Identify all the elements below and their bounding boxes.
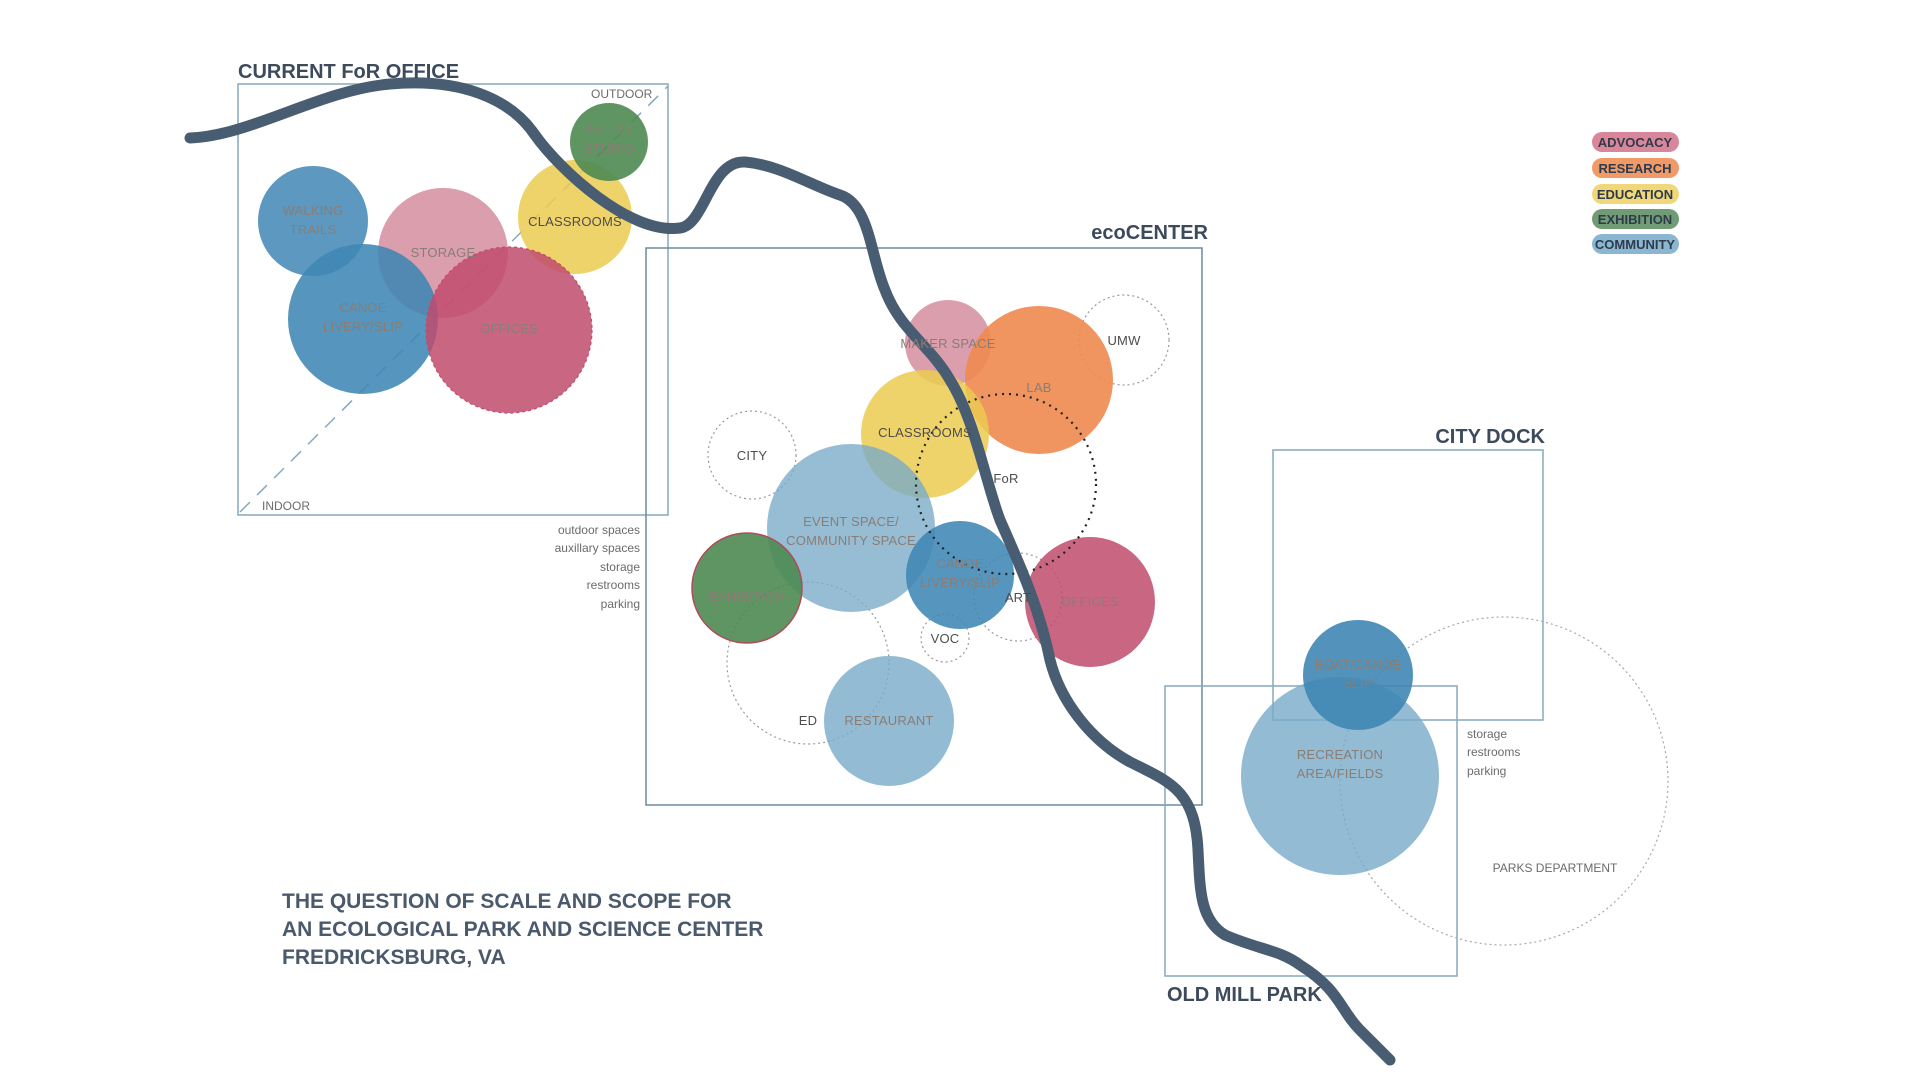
- svg-text:BOAT/CANOE: BOAT/CANOE: [1315, 657, 1401, 672]
- art-label: ART: [1005, 590, 1031, 605]
- event-space-bubble: [767, 444, 935, 612]
- city-label: CITY: [737, 448, 768, 463]
- current-office-title: CURRENT FoR OFFICE: [238, 61, 459, 83]
- legend-item-education: EDUCATION: [1592, 184, 1679, 204]
- svg-text:FREDRICKSBURG, VA: FREDRICKSBURG, VA: [282, 946, 506, 969]
- svg-text:RESEARCH: RESEARCH: [1599, 161, 1672, 176]
- artist-studio-bubble: [570, 103, 648, 181]
- legend: ADVOCACY RESEARCH EDUCATION EXHIBITION C…: [1592, 132, 1679, 254]
- legend-item-advocacy: ADVOCACY: [1592, 132, 1679, 152]
- offices-label-office: OFFICES: [480, 321, 538, 336]
- umw-label: UMW: [1107, 333, 1141, 348]
- svg-text:COMMUNITY: COMMUNITY: [1595, 237, 1675, 252]
- svg-text:RECREATION: RECREATION: [1297, 747, 1383, 762]
- canoe-livery-bubble-office: [288, 244, 438, 394]
- svg-text:CANOE: CANOE: [339, 300, 386, 315]
- svg-text:storage: storage: [1467, 727, 1507, 741]
- svg-text:LIVERY/SLIP: LIVERY/SLIP: [920, 575, 1000, 590]
- event-space-label: EVENT SPACE/ COMMUNITY SPACE: [786, 514, 916, 548]
- lab-label: LAB: [1026, 380, 1051, 395]
- caption: THE QUESTION OF SCALE AND SCOPE FOR AN E…: [282, 890, 763, 969]
- svg-text:auxillary spaces: auxillary spaces: [555, 541, 640, 555]
- outdoor-label: OUTDOOR: [591, 87, 653, 101]
- svg-text:WALKING: WALKING: [283, 203, 344, 218]
- svg-text:TRAILS: TRAILS: [290, 222, 337, 237]
- legend-item-community: COMMUNITY: [1592, 234, 1679, 254]
- park-notes: storage restrooms parking: [1467, 727, 1520, 778]
- canoe-livery-label-eco: CANOE LIVERY/SLIP: [920, 556, 1000, 590]
- classrooms-label-office: CLASSROOMS: [528, 214, 622, 229]
- exhibition-label-eco: EXHIBITION: [709, 589, 785, 604]
- ecocenter-title: ecoCENTER: [1091, 222, 1208, 244]
- ed-label: ED: [799, 713, 817, 728]
- canoe-livery-label-office: CANOE LIVERY/SLIP: [323, 300, 403, 334]
- indoor-label: INDOOR: [262, 499, 310, 513]
- svg-text:outdoor spaces: outdoor spaces: [558, 523, 640, 537]
- legend-item-research: RESEARCH: [1592, 158, 1679, 178]
- offices-bubble-eco: [1025, 537, 1155, 667]
- voc-label: VOC: [931, 631, 960, 646]
- restaurant-bubble: [824, 656, 954, 786]
- parks-department-label: PARKS DEPARTMENT: [1493, 861, 1618, 875]
- svg-text:ADVOCACY: ADVOCACY: [1598, 135, 1673, 150]
- svg-text:EDUCATION: EDUCATION: [1597, 187, 1673, 202]
- svg-text:CANOE: CANOE: [936, 556, 983, 571]
- for-bubble: [914, 392, 1098, 576]
- legend-item-exhibition: EXHIBITION: [1592, 209, 1679, 229]
- svg-text:restrooms: restrooms: [1467, 745, 1520, 759]
- boat-canoe-bubble: [1303, 620, 1413, 730]
- restaurant-label: RESTAURANT: [844, 713, 933, 728]
- classrooms-bubble-office: [518, 160, 632, 274]
- classrooms-label-eco: CLASSROOMS: [878, 425, 972, 440]
- svg-text:parking: parking: [1467, 764, 1506, 778]
- svg-text:storage: storage: [600, 560, 640, 574]
- office-notes: outdoor spaces auxillary spaces storage …: [555, 523, 641, 611]
- svg-text:SLIP: SLIP: [1344, 676, 1373, 691]
- offices-bubble-office: [425, 246, 593, 414]
- svg-text:STUDIO: STUDIO: [584, 141, 634, 156]
- recreation-label: RECREATION AREA/FIELDS: [1297, 747, 1384, 781]
- svg-text:THE QUESTION OF SCALE AND SCOP: THE QUESTION OF SCALE AND SCOPE FOR: [282, 890, 732, 913]
- svg-text:COMMUNITY SPACE: COMMUNITY SPACE: [786, 533, 916, 548]
- river-line: [184, 77, 1396, 1066]
- for-label: FoR: [993, 471, 1018, 486]
- svg-text:LIVERY/SLIP: LIVERY/SLIP: [323, 319, 403, 334]
- svg-text:EVENT SPACE/: EVENT SPACE/: [803, 514, 899, 529]
- old-mill-park-title: OLD MILL PARK: [1167, 984, 1322, 1006]
- svg-text:restrooms: restrooms: [587, 578, 640, 592]
- svg-text:AREA/FIELDS: AREA/FIELDS: [1297, 766, 1384, 781]
- artist-studio-label: ARTIST STUDIO: [584, 122, 634, 156]
- offices-label-eco: OFFICES: [1061, 594, 1119, 609]
- ecocenter-frame: [645, 247, 1203, 806]
- exhibition-bubble-eco: [691, 532, 803, 644]
- lab-bubble: [965, 306, 1113, 454]
- voc-bubble: [920, 613, 970, 663]
- canoe-livery-bubble-eco: [906, 521, 1014, 629]
- svg-text:ARTIST: ARTIST: [585, 122, 632, 137]
- recreation-bubble: [1241, 677, 1439, 875]
- storage-label: STORAGE: [411, 245, 476, 260]
- boat-canoe-label: BOAT/CANOE SLIP: [1315, 657, 1401, 691]
- svg-text:parking: parking: [601, 597, 640, 611]
- svg-text:EXHIBITION: EXHIBITION: [1598, 212, 1672, 227]
- walking-trails-label: WALKING TRAILS: [283, 203, 344, 237]
- svg-text:AN ECOLOGICAL PARK AND SCIENCE: AN ECOLOGICAL PARK AND SCIENCE CENTER: [282, 918, 763, 941]
- city-dock-title: CITY DOCK: [1435, 426, 1545, 448]
- city-bubble: [707, 410, 797, 500]
- maker-space-label: MAKER SPACE: [900, 336, 995, 351]
